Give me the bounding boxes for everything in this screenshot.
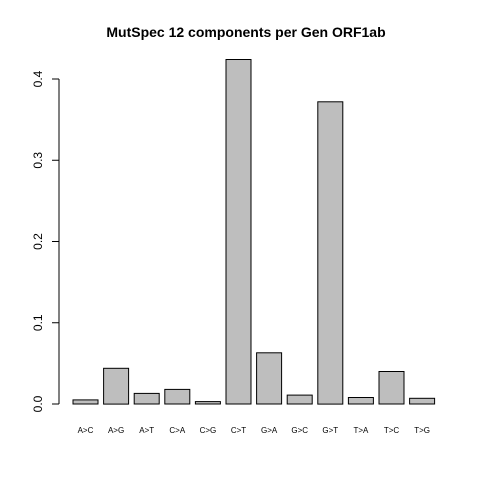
- x-tick-label: C>G: [200, 426, 217, 435]
- bar-C-to-G: [194, 401, 221, 405]
- x-tick-label: T>G: [414, 426, 430, 435]
- bar-G-to-T: [317, 101, 344, 405]
- y-tick-label: 0.0: [31, 395, 45, 412]
- bar-G-to-A: [256, 352, 283, 405]
- bar-G-to-C: [286, 394, 313, 405]
- x-tick-labels: A>C A>G A>T C>A C>G C>T G>A G>C G>T T>A T>C T>G: [78, 426, 430, 435]
- chart-title: MutSpec 12 components per Gen ORF1ab: [106, 24, 385, 40]
- y-axis: 0.0 0.1 0.2 0.3 0.4: [31, 70, 60, 412]
- x-tick-label: C>T: [231, 426, 246, 435]
- x-tick-label: G>T: [322, 426, 338, 435]
- bar-A-to-C: [72, 399, 99, 405]
- y-tick-label: 0.1: [31, 314, 45, 331]
- bar-A-to-T: [133, 392, 160, 405]
- y-tick-label: 0.3: [31, 152, 45, 169]
- bar-T-to-A: [347, 397, 374, 405]
- y-tick-label: 0.2: [31, 233, 45, 250]
- x-tick-label: A>T: [139, 426, 154, 435]
- x-tick-label: A>G: [108, 426, 124, 435]
- bar-C-to-T: [225, 59, 252, 405]
- bar-T-to-G: [409, 397, 436, 405]
- x-tick-label: T>A: [353, 426, 369, 435]
- y-tick-label: 0.4: [31, 70, 45, 87]
- bar-C-to-A: [164, 388, 191, 405]
- x-tick-label: A>C: [78, 426, 94, 435]
- x-tick-label: G>C: [291, 426, 308, 435]
- bar-A-to-G: [103, 367, 130, 405]
- bar-T-to-C: [378, 371, 405, 405]
- bars-group: [72, 59, 436, 405]
- x-tick-label: C>A: [169, 426, 185, 435]
- x-tick-label: G>A: [261, 426, 278, 435]
- x-tick-label: T>C: [384, 426, 400, 435]
